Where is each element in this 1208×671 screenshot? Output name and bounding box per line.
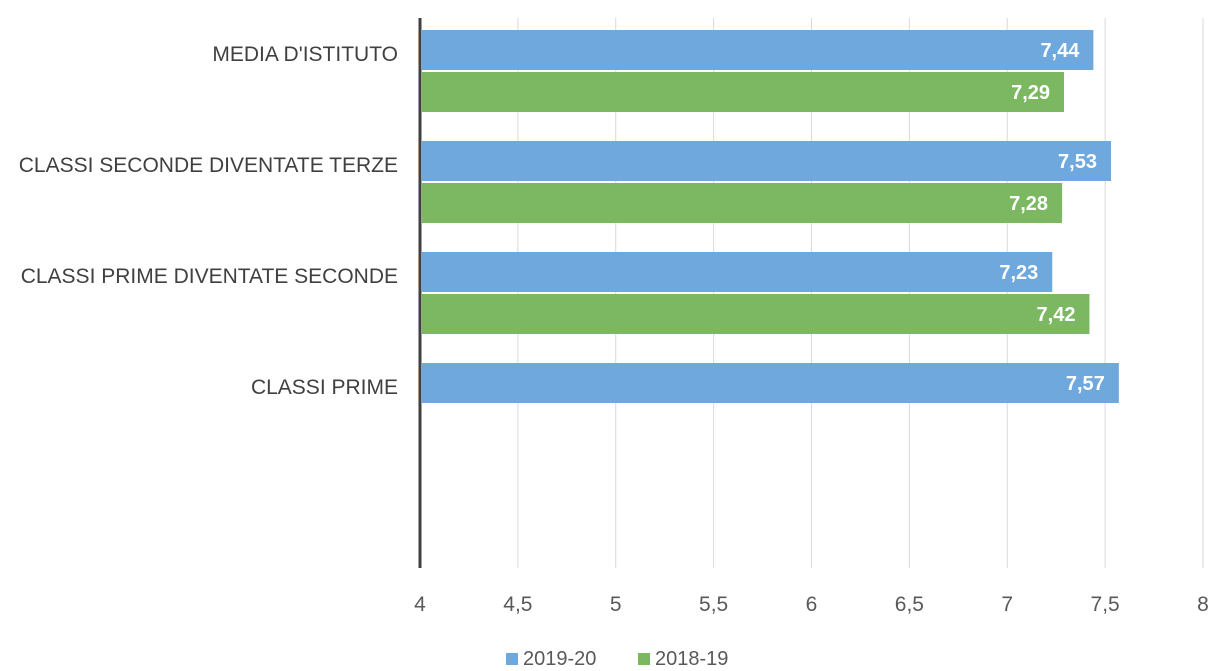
category-label: CLASSI PRIME DIVENTATE SECONDE bbox=[21, 265, 398, 288]
bar-2018-19 bbox=[422, 294, 1090, 334]
bar-2019-20 bbox=[422, 141, 1111, 181]
x-tick-label: 7 bbox=[1001, 593, 1013, 616]
data-label: 7,23 bbox=[999, 262, 1038, 284]
legend: 2019-20 2018-19 bbox=[506, 648, 728, 670]
x-tick-label: 6,5 bbox=[895, 593, 924, 616]
legend-swatch bbox=[506, 653, 518, 665]
legend-swatch bbox=[638, 653, 650, 665]
bar-2019-20 bbox=[422, 363, 1119, 403]
x-tick-label: 4 bbox=[414, 593, 426, 616]
data-label: 7,57 bbox=[1066, 373, 1105, 395]
data-label: 7,28 bbox=[1009, 193, 1048, 215]
x-tick-label: 6 bbox=[806, 593, 818, 616]
data-label: 7,44 bbox=[1040, 40, 1080, 62]
bar-2018-19 bbox=[422, 72, 1065, 112]
x-tick-label: 8 bbox=[1197, 593, 1208, 616]
x-axis-tick-labels: 4 4,5 5 5,5 6 6,5 7 7,5 8 bbox=[414, 593, 1208, 616]
legend-label: 2019-20 bbox=[523, 648, 596, 670]
x-tick-label: 5 bbox=[610, 593, 622, 616]
bar-2019-20 bbox=[422, 252, 1053, 292]
data-label: 7,53 bbox=[1058, 151, 1097, 173]
category-label: MEDIA D'ISTITUTO bbox=[212, 43, 398, 66]
category-label: CLASSI PRIME bbox=[251, 376, 398, 399]
category-labels: MEDIA D'ISTITUTO CLASSI SECONDE DIVENTATE… bbox=[19, 43, 398, 399]
bar-2018-19 bbox=[422, 183, 1063, 223]
bars: 7,44 7,29 7,53 7,28 7,23 7,42 7,57 bbox=[422, 30, 1119, 403]
x-tick-label: 7,5 bbox=[1091, 593, 1120, 616]
category-label: CLASSI SECONDE DIVENTATE TERZE bbox=[19, 154, 398, 177]
data-label: 7,42 bbox=[1037, 304, 1076, 326]
bar-2019-20 bbox=[422, 30, 1094, 70]
legend-label: 2018-19 bbox=[655, 648, 728, 670]
data-label: 7,29 bbox=[1011, 82, 1050, 104]
x-tick-label: 5,5 bbox=[699, 593, 728, 616]
x-tick-label: 4,5 bbox=[503, 593, 532, 616]
